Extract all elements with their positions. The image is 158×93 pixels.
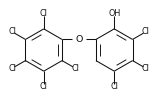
Text: Cl: Cl bbox=[110, 82, 118, 91]
Text: O: O bbox=[75, 35, 83, 44]
Text: Cl: Cl bbox=[142, 27, 150, 36]
Text: Cl: Cl bbox=[40, 82, 48, 91]
Text: Cl: Cl bbox=[8, 27, 16, 36]
Text: Cl: Cl bbox=[71, 64, 79, 73]
Text: Cl: Cl bbox=[142, 64, 150, 73]
Text: Cl: Cl bbox=[8, 64, 16, 73]
Text: OH: OH bbox=[108, 9, 120, 18]
Text: Cl: Cl bbox=[40, 9, 48, 18]
